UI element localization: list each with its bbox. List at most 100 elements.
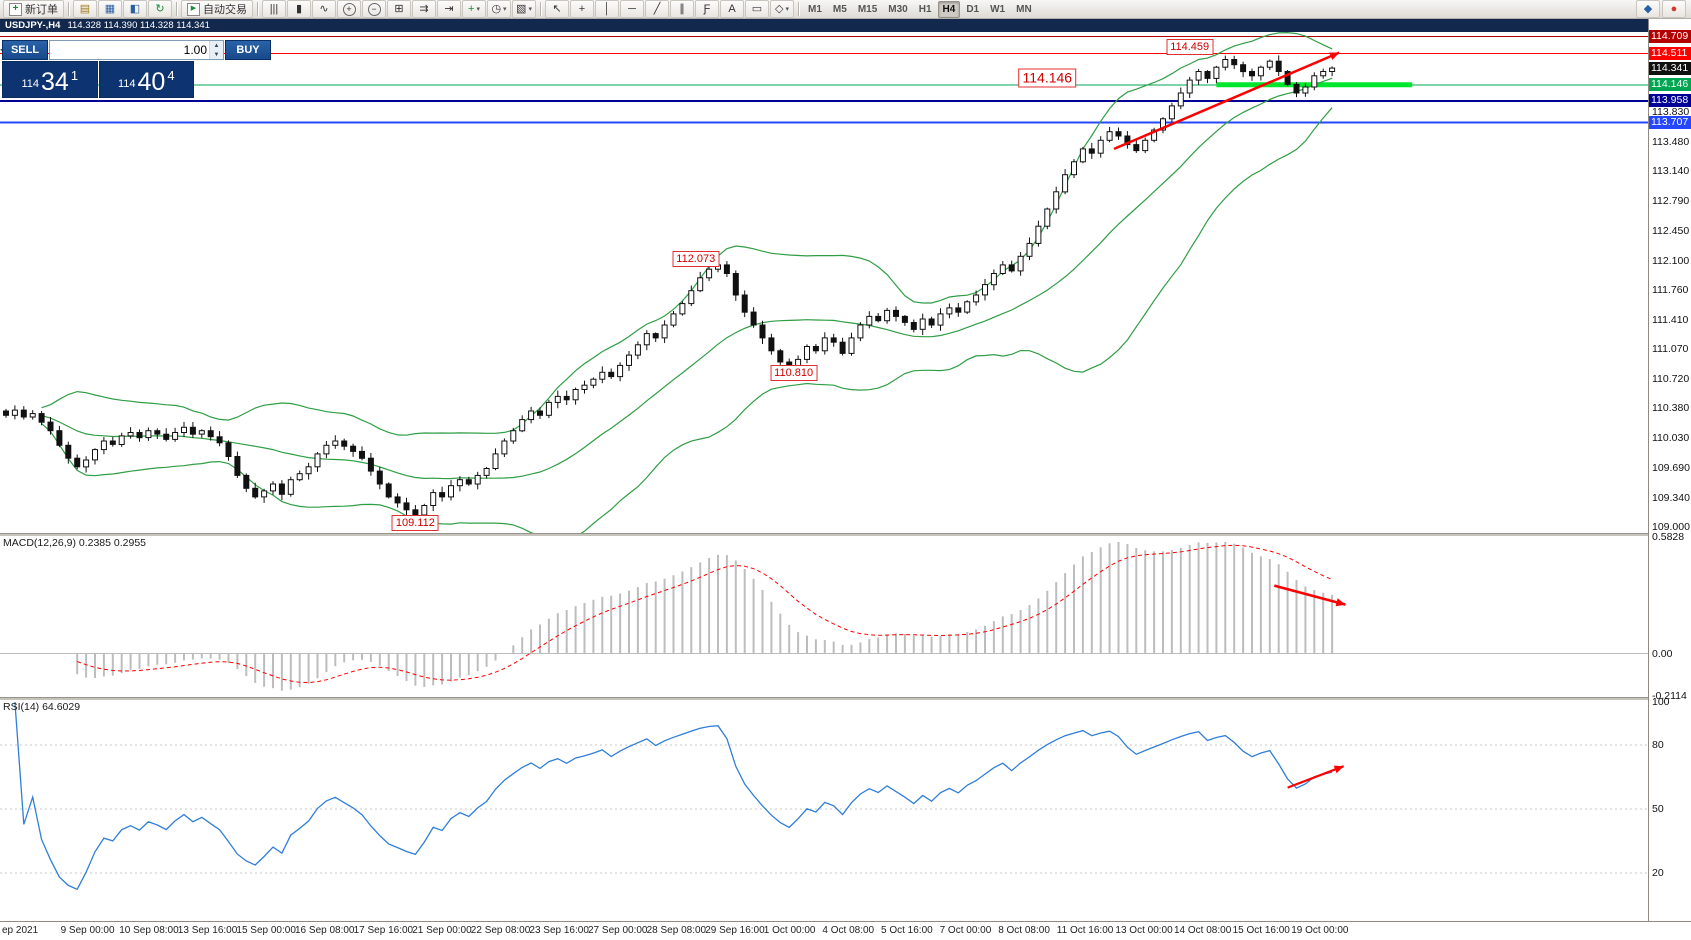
indicators-button[interactable]: + ▾ xyxy=(462,0,486,18)
shapes-button[interactable]: ◇ ▾ xyxy=(770,0,794,18)
community-icon: ◆ xyxy=(1643,2,1653,15)
price-axis-tick: 111.070 xyxy=(1652,343,1689,356)
time-axis-label: 23 Sep 16:00 xyxy=(529,925,589,936)
chart-titlebar[interactable]: USDJPY-,H4 114.328 114.390 114.328 114.3… xyxy=(0,19,1648,32)
new-order-label: 新订单 xyxy=(25,4,58,16)
timeframe-button-m15[interactable]: M15 xyxy=(857,3,878,15)
horizontal-line-icon: ─ xyxy=(628,2,636,15)
timeframe-button-m5[interactable]: M5 xyxy=(832,3,847,15)
price-label-annotation[interactable]: 109.112 xyxy=(391,514,439,531)
ask-price-button[interactable]: 114 40 4 xyxy=(98,61,194,98)
cursor-button[interactable]: ↖ xyxy=(545,0,569,18)
tile-windows-icon: ⊞ xyxy=(394,2,404,15)
label-button[interactable]: ▭ xyxy=(745,0,769,18)
macd-indicator[interactable] xyxy=(0,536,1648,697)
navigator-button[interactable]: ◧ xyxy=(123,0,147,18)
price-label-annotation[interactable]: 110.810 xyxy=(770,365,818,382)
rsi-indicator[interactable] xyxy=(0,700,1648,921)
zoom-out-button[interactable]: − xyxy=(362,0,386,18)
time-axis[interactable]: ep 2021 9 Sep 00:00 10 Sep 08:00 13 Sep 16:… xyxy=(0,921,1691,940)
price-axis-tick: 110.720 xyxy=(1652,373,1690,386)
time-axis-label: 13 Sep 16:00 xyxy=(177,925,238,936)
bid-prefix: 114 xyxy=(21,78,39,90)
community-button[interactable]: ◆ xyxy=(1636,0,1660,18)
price-axis-flag: 114.146 xyxy=(1649,78,1691,92)
indicators-icon: + xyxy=(468,2,475,15)
ask-big-digits: 40 xyxy=(137,68,166,96)
timeframe-button-w1[interactable]: W1 xyxy=(990,3,1006,15)
periods-button[interactable]: ◷ ▾ xyxy=(487,0,511,18)
chart-shift-icon: ⇥ xyxy=(444,2,454,15)
tile-windows-button[interactable]: ⊞ xyxy=(387,0,411,18)
time-axis-label: 5 Oct 16:00 xyxy=(881,925,933,936)
price-axis-tick: 110.030 xyxy=(1652,432,1690,445)
time-axis-label: 10 Sep 08:00 xyxy=(119,925,179,936)
panel-splitter[interactable] xyxy=(0,533,1691,536)
volume-up-button[interactable]: ▲ xyxy=(210,41,223,50)
channel-button[interactable]: ∥ xyxy=(670,0,694,18)
time-axis-label: 22 Sep 08:00 xyxy=(470,925,531,936)
timeframe-button-h4[interactable]: H4 xyxy=(937,0,961,18)
crosshair-icon: + xyxy=(578,2,586,15)
timeframe-button-h1[interactable]: H1 xyxy=(918,3,932,15)
rsi-level-lines xyxy=(0,744,1648,874)
timeframe-button-m30[interactable]: M30 xyxy=(888,3,908,15)
text-button[interactable]: A xyxy=(720,0,744,18)
panel-splitter[interactable] xyxy=(0,697,1691,700)
navigator-icon: ◧ xyxy=(129,2,141,15)
new-order-button[interactable]: + 新订单 xyxy=(3,0,64,18)
volume-box: ▲ ▼ xyxy=(49,40,224,60)
chart-shift-button[interactable]: ⇥ xyxy=(437,0,461,18)
toolbar: + 新订单 ▤ ▦ ◧ ↻ ▶ 自动交易 ||| ▮ ∿ + − ⊞ ⇉ ⇥ + ▾ ◷ ▾ ▧ ▾ ↖ + │ ─ ╱ ∥ Ƒ A ▭ ◇ ▾… xyxy=(0,0,1691,19)
bid-price-button[interactable]: 114 34 1 xyxy=(2,61,98,98)
candlestick-series xyxy=(3,55,1336,521)
rsi-arrow-object[interactable] xyxy=(1287,765,1345,789)
price-label-annotation[interactable]: 114.146 xyxy=(1018,68,1077,88)
price-axis-tick: 112.450 xyxy=(1652,224,1690,237)
price-axis[interactable]: 113.830 113.480 113.140 112.790 112.450 112.1… xyxy=(1648,19,1691,921)
time-axis-label: 19 Oct 00:00 xyxy=(1291,925,1349,936)
timeframe-button-mn[interactable]: MN xyxy=(1016,3,1032,15)
line-mode-button[interactable]: ∿ xyxy=(312,0,336,18)
horizontal-line-objects[interactable] xyxy=(0,35,1648,124)
new-chart-button[interactable]: ▦ xyxy=(98,0,122,18)
macd-arrow-object[interactable] xyxy=(1273,584,1346,607)
templates-button[interactable]: ▧ ▾ xyxy=(512,0,536,18)
crosshair-button[interactable]: + xyxy=(570,0,594,18)
algo-trading-button[interactable]: ▶ 自动交易 xyxy=(181,0,253,18)
trendline-button[interactable]: ╱ xyxy=(645,0,669,18)
bid-pipette-digit: 1 xyxy=(70,68,79,83)
price-axis-flag: 114.511 xyxy=(1649,46,1691,60)
zoom-in-button[interactable]: + xyxy=(337,0,361,18)
buy-button[interactable]: BUY xyxy=(225,40,271,60)
auto-scroll-button[interactable]: ⇉ xyxy=(412,0,436,18)
volume-input[interactable] xyxy=(50,41,209,59)
vertical-line-button[interactable]: │ xyxy=(595,0,619,18)
rsi-axis-label: 50 xyxy=(1652,803,1664,815)
price-label-annotation[interactable]: 112.073 xyxy=(672,250,720,267)
candles-mode-button[interactable]: ▮ xyxy=(287,0,311,18)
price-label-annotation[interactable]: 114.459 xyxy=(1166,39,1214,56)
price-axis-tick: 112.100 xyxy=(1652,254,1690,267)
toolbar-separator xyxy=(540,2,541,16)
timeframe-button-m1[interactable]: M1 xyxy=(808,3,822,15)
bars-mode-button[interactable]: ||| xyxy=(262,0,286,18)
main-price-chart[interactable] xyxy=(0,32,1648,533)
chart-ohlc-values: 114.328 114.390 114.328 114.341 xyxy=(67,20,210,31)
fibonacci-button[interactable]: Ƒ xyxy=(695,0,719,18)
macd-signal-line xyxy=(77,544,1333,684)
alert-button[interactable]: ● xyxy=(1662,0,1686,18)
price-axis-flag: 114.709 xyxy=(1649,29,1691,43)
play-icon: ▶ xyxy=(187,2,200,16)
price-axis-tick: 111.410 xyxy=(1652,313,1689,326)
refresh-button[interactable]: ↻ xyxy=(148,0,172,18)
volume-down-button[interactable]: ▼ xyxy=(210,50,223,59)
timeframe-button-d1[interactable]: D1 xyxy=(966,3,980,15)
sell-button[interactable]: SELL xyxy=(2,40,48,60)
horizontal-line-button[interactable]: ─ xyxy=(620,0,644,18)
time-axis-label: 21 Sep 00:00 xyxy=(412,925,472,936)
market-watch-button[interactable]: ▤ xyxy=(73,0,97,18)
trendline-arrow-object[interactable] xyxy=(1113,51,1340,151)
trendline-icon: ╱ xyxy=(653,2,661,15)
